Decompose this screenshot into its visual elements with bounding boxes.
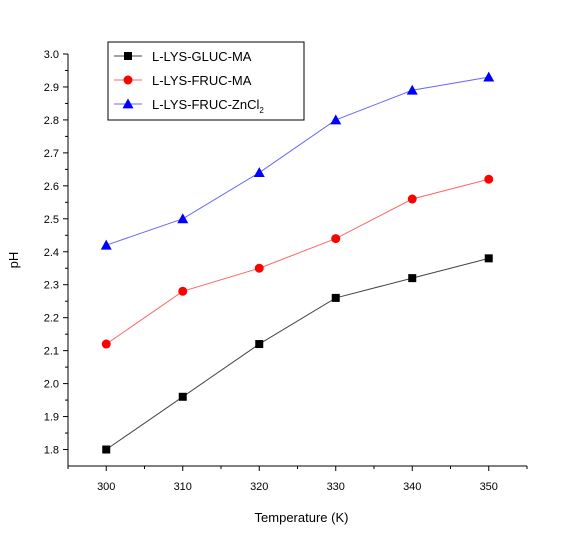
- y-tick-label: 1.9: [44, 412, 59, 424]
- data-point: [406, 84, 418, 95]
- data-point: [330, 114, 342, 125]
- y-tick-label: 3.0: [44, 49, 59, 61]
- series-1: [102, 254, 493, 454]
- legend-item-3: L-LYS-FRUC-ZnCl2: [114, 97, 264, 115]
- y-tick-label: 2.0: [44, 379, 59, 391]
- legend-label: L-LYS-FRUC-MA: [152, 73, 252, 88]
- y-tick-label: 2.4: [44, 247, 59, 259]
- y-axis-title: pH: [6, 252, 21, 269]
- x-tick-label: 330: [327, 481, 345, 493]
- x-tick-label: 300: [97, 481, 115, 493]
- series-3: [100, 71, 495, 250]
- y-tick-label: 2.3: [44, 280, 59, 292]
- data-point: [483, 71, 495, 82]
- legend-box: [107, 41, 305, 121]
- x-tick-label: 350: [480, 481, 498, 493]
- y-tick-label: 2.7: [44, 148, 59, 160]
- data-point: [407, 194, 417, 204]
- x-axis-title: Temperature (K): [255, 510, 349, 525]
- legend-item-2: L-LYS-FRUC-MA: [114, 73, 252, 88]
- data-point: [331, 293, 340, 302]
- legend-label: L-LYS-GLUC-MA: [152, 49, 252, 64]
- y-tick-label: 2.6: [44, 181, 59, 193]
- data-point: [484, 254, 493, 263]
- y-tick-label: 2.5: [44, 214, 59, 226]
- data-point: [253, 167, 265, 178]
- data-point: [254, 263, 264, 273]
- series-2: [101, 174, 494, 349]
- legend-label-subscript: 2: [259, 106, 264, 115]
- y-tick-label: 2.8: [44, 115, 59, 127]
- legend-label: L-LYS-FRUC-ZnCl2: [152, 97, 264, 115]
- series-layer: [100, 71, 495, 454]
- data-point: [100, 239, 112, 250]
- y-tick-label: 2.2: [44, 313, 59, 325]
- data-point: [177, 213, 189, 224]
- x-axis: 300 310 320 330 340 350: [67, 466, 528, 493]
- y-tick-label: 2.9: [44, 82, 59, 94]
- y-tick-label: 2.1: [44, 346, 59, 358]
- series-line: [105, 178, 489, 345]
- data-point: [101, 339, 111, 349]
- y-tick-label: 1.8: [44, 445, 59, 457]
- x-tick-label: 310: [174, 481, 192, 493]
- legend: L-LYS-GLUC-MA L-LYS-FRUC-MA L-LYS-FRUC-ZnC…: [107, 41, 305, 121]
- x-tick-label: 340: [403, 481, 421, 493]
- series-line: [105, 257, 489, 450]
- x-tick-label: 320: [250, 481, 268, 493]
- data-point: [484, 174, 494, 184]
- data-point: [178, 392, 187, 401]
- data-point: [178, 286, 188, 296]
- legend-marker: [124, 52, 132, 60]
- data-point: [408, 274, 417, 283]
- data-point: [255, 340, 264, 349]
- y-axis: 1.8 1.9 2.0 2.1 2.2 2.3 2.4 2.5 2.6 2.7 2.8 2.9 3.0: [44, 49, 68, 457]
- legend-item-1: L-LYS-GLUC-MA: [114, 49, 252, 64]
- series-line: [106, 76, 489, 246]
- legend-marker: [123, 75, 133, 85]
- data-point: [331, 234, 341, 244]
- legend-marker: [122, 98, 134, 109]
- data-point: [102, 445, 111, 454]
